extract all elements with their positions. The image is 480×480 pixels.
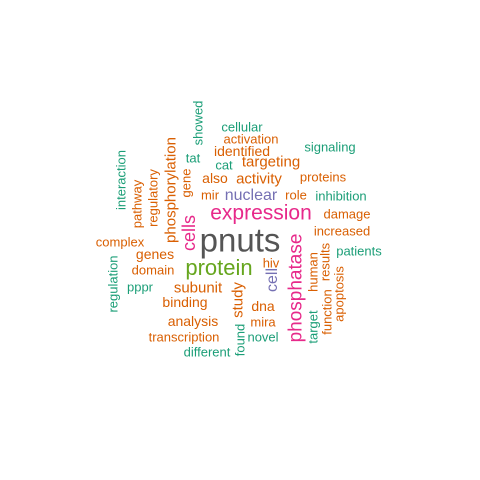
word-role: role bbox=[285, 187, 307, 203]
word-analysis: analysis bbox=[167, 313, 219, 329]
word-patients: patients bbox=[336, 243, 382, 259]
word-expression: expression bbox=[210, 201, 312, 225]
word-human: human bbox=[305, 252, 321, 292]
word-study: study bbox=[229, 282, 247, 318]
word-phosphorylation: phosphorylation bbox=[162, 137, 180, 243]
word-tat: tat bbox=[185, 150, 201, 166]
word-found: found bbox=[232, 323, 248, 357]
word-protein: protein bbox=[185, 255, 253, 280]
word-showed: showed bbox=[190, 100, 206, 146]
word-pnuts: pnuts bbox=[199, 221, 281, 259]
word-pppr: pppr bbox=[126, 279, 154, 295]
word-identified: identified bbox=[213, 143, 271, 159]
word-binding: binding bbox=[162, 294, 208, 310]
word-cellular: cellular bbox=[221, 119, 263, 135]
word-mira: mira bbox=[250, 314, 276, 330]
word-phosphatase: phosphatase bbox=[285, 233, 307, 343]
word-regulation: regulation bbox=[105, 255, 121, 313]
word-genes: genes bbox=[135, 246, 175, 262]
word-cat: cat bbox=[215, 157, 233, 173]
word-novel: novel bbox=[247, 329, 279, 345]
word-target: target bbox=[305, 310, 321, 344]
word-inhibition: inhibition bbox=[315, 188, 367, 204]
word-different: different bbox=[183, 344, 231, 360]
word-dna: dna bbox=[251, 298, 275, 314]
word-function: function bbox=[319, 289, 335, 335]
word-hiv: hiv bbox=[262, 255, 280, 271]
word-cell: cell bbox=[264, 267, 281, 293]
word-also: also bbox=[202, 170, 228, 186]
word-damage: damage bbox=[323, 206, 371, 222]
word-mir: mir bbox=[200, 187, 220, 203]
word-complex: complex bbox=[95, 234, 145, 250]
word-gene: gene bbox=[178, 168, 194, 198]
word-activation: activation bbox=[223, 131, 279, 147]
word-pathway: pathway bbox=[129, 179, 145, 229]
word-transcription: transcription bbox=[148, 329, 220, 345]
word-regulatory: regulatory bbox=[145, 169, 161, 227]
word-nuclear: nuclear bbox=[224, 187, 278, 204]
word-proteins: proteins bbox=[299, 169, 347, 185]
word-cells: cells bbox=[179, 214, 199, 252]
word-increased: increased bbox=[313, 223, 371, 239]
word-interaction: interaction bbox=[113, 150, 129, 210]
word-subunit: subunit bbox=[173, 279, 223, 297]
word-activity: activity bbox=[236, 170, 282, 188]
word-signaling: signaling bbox=[304, 139, 356, 155]
word-targeting: targeting bbox=[241, 153, 301, 171]
word-domain: domain bbox=[131, 262, 175, 278]
